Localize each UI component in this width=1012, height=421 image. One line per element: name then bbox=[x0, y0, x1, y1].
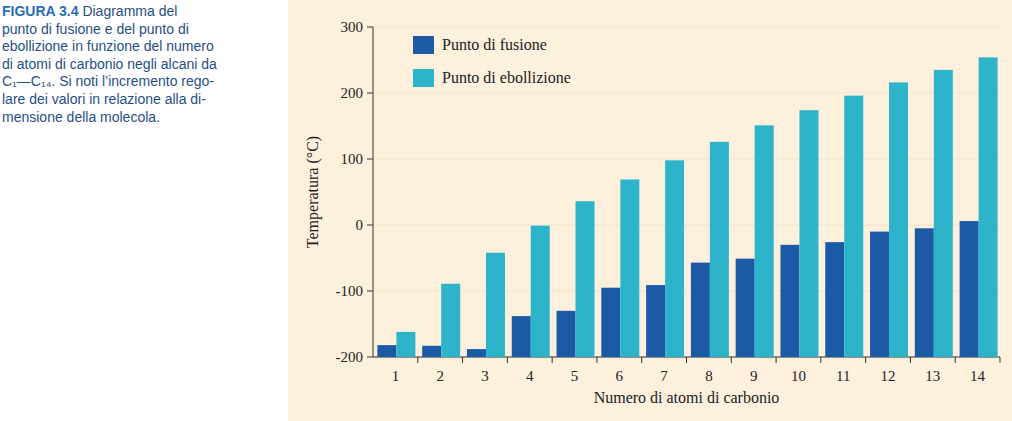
x-tick-label: 3 bbox=[481, 368, 489, 384]
legend-label: Punto di ebollizione bbox=[442, 69, 571, 86]
x-tick-label: 10 bbox=[791, 368, 806, 384]
caption-label: FIGURA 3.4 bbox=[2, 3, 79, 19]
x-tick-label: 4 bbox=[526, 368, 534, 384]
caption-line: di atomi di carbonio negli alcani da bbox=[2, 56, 217, 72]
x-tick-label: 13 bbox=[925, 368, 940, 384]
x-tick bbox=[507, 357, 508, 363]
x-tick bbox=[417, 357, 418, 363]
x-tick-label: 7 bbox=[660, 368, 668, 384]
bar bbox=[601, 288, 620, 357]
bar bbox=[531, 226, 550, 357]
y-tick bbox=[367, 93, 373, 94]
y-tick-label: -200 bbox=[336, 349, 364, 365]
axes: -200-10001002003001234567891011121314 bbox=[336, 19, 1001, 384]
y-tick-label: 200 bbox=[341, 85, 364, 101]
bars bbox=[377, 57, 997, 357]
x-tick-label: 6 bbox=[616, 368, 624, 384]
x-tick-label: 8 bbox=[705, 368, 713, 384]
x-tick bbox=[910, 357, 911, 363]
y-tick-label: -100 bbox=[336, 283, 364, 299]
x-tick bbox=[731, 357, 732, 363]
bar bbox=[486, 253, 505, 357]
x-tick bbox=[776, 357, 777, 363]
bar bbox=[467, 349, 486, 357]
x-tick bbox=[596, 357, 597, 363]
bar bbox=[710, 142, 729, 357]
bar bbox=[422, 346, 441, 357]
x-axis-title: Numero di atomi di carbonio bbox=[594, 389, 780, 406]
y-axis-line bbox=[373, 27, 374, 357]
legend-swatch bbox=[413, 69, 434, 87]
caption-line: C₁—C₁₄. Si noti l’incremento rego- bbox=[2, 73, 214, 89]
y-tick bbox=[367, 27, 373, 28]
legend-swatch bbox=[413, 36, 434, 54]
x-tick-label: 14 bbox=[970, 368, 986, 384]
y-tick bbox=[367, 291, 373, 292]
x-tick-label: 5 bbox=[571, 368, 579, 384]
x-tick-label: 1 bbox=[392, 368, 400, 384]
bar bbox=[620, 179, 639, 357]
bar bbox=[665, 160, 684, 357]
bar bbox=[755, 125, 774, 357]
bar bbox=[396, 332, 415, 357]
bar bbox=[870, 232, 889, 357]
x-tick-label: 11 bbox=[836, 368, 850, 384]
y-tick bbox=[367, 159, 373, 160]
legend-label: Punto di fusione bbox=[442, 36, 547, 53]
x-tick bbox=[955, 357, 956, 363]
bar bbox=[377, 345, 396, 357]
y-tick-label: 100 bbox=[341, 151, 364, 167]
bar bbox=[825, 242, 844, 357]
bar bbox=[512, 316, 531, 357]
caption: FIGURA 3.4 Diagramma del punto di fusione… bbox=[2, 3, 217, 125]
x-tick-label: 9 bbox=[750, 368, 758, 384]
caption-line: FIGURA 3.4 Diagramma del bbox=[2, 3, 177, 19]
x-tick bbox=[865, 357, 866, 363]
grid bbox=[373, 27, 1000, 357]
chart-svg: FIGURA 3.4 Diagramma del punto di fusione… bbox=[0, 0, 1012, 421]
caption-text: Diagramma del bbox=[79, 3, 178, 19]
bar bbox=[889, 82, 908, 357]
bar bbox=[960, 221, 979, 357]
legend: Punto di fusione Punto di ebollizione bbox=[413, 36, 571, 87]
y-axis-title: Temperatura (°C) bbox=[304, 136, 322, 248]
x-tick bbox=[686, 357, 687, 363]
y-tick-label: 300 bbox=[341, 19, 364, 35]
panel-background bbox=[288, 0, 1012, 421]
x-tick-label: 12 bbox=[881, 368, 896, 384]
bar bbox=[557, 311, 576, 357]
bar bbox=[441, 284, 460, 357]
caption-line: punto di fusione e del punto di bbox=[2, 21, 189, 37]
bar bbox=[799, 110, 818, 357]
x-tick bbox=[820, 357, 821, 363]
x-tick bbox=[552, 357, 553, 363]
y-tick bbox=[367, 225, 373, 226]
caption-line: ebollizione in funzione del numero bbox=[2, 38, 214, 54]
bar bbox=[979, 57, 998, 357]
x-tick bbox=[1000, 357, 1001, 363]
y-tick-label: 0 bbox=[356, 217, 364, 233]
bar bbox=[691, 263, 710, 357]
caption-line: lare dei valori in relazione alla di- bbox=[2, 91, 206, 107]
x-tick bbox=[462, 357, 463, 363]
x-tick-label: 2 bbox=[436, 368, 444, 384]
bar bbox=[780, 245, 799, 357]
bar bbox=[736, 259, 755, 357]
grid-line bbox=[373, 27, 1000, 28]
root: FIGURA 3.4 Diagramma del punto di fusione… bbox=[0, 0, 1012, 421]
bar bbox=[646, 285, 665, 357]
caption-line: mensione della molecola. bbox=[2, 109, 160, 125]
bar bbox=[576, 201, 595, 357]
bar bbox=[844, 96, 863, 357]
x-tick bbox=[641, 357, 642, 363]
bar bbox=[934, 70, 953, 357]
y-tick bbox=[367, 357, 373, 358]
bar bbox=[915, 228, 934, 357]
